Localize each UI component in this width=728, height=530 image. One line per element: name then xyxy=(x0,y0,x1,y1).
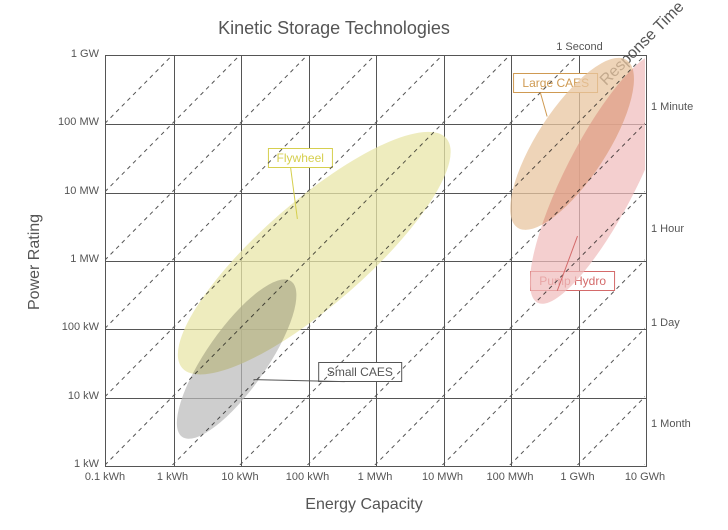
diagonal-tick: 1 Second xyxy=(550,41,610,53)
diagonal-tick: 1 Minute xyxy=(651,101,693,113)
callout-flywheel: Flywheel xyxy=(268,148,333,168)
y-tick: 10 kW xyxy=(39,390,99,402)
plot-area xyxy=(105,55,647,467)
x-tick: 1 GWh xyxy=(553,471,603,483)
grid-horizontal xyxy=(106,398,646,399)
x-tick: 1 MWh xyxy=(350,471,400,483)
x-tick: 10 kWh xyxy=(215,471,265,483)
x-axis-label: Energy Capacity xyxy=(0,496,728,514)
callout-large-caes: Large CAES xyxy=(513,73,598,93)
callout-pump-hydro: Pump Hydro xyxy=(530,271,615,291)
y-tick: 1 kW xyxy=(39,458,99,470)
grid-horizontal xyxy=(106,329,646,330)
callout-small-caes: Small CAES xyxy=(318,362,402,382)
y-tick: 1 GW xyxy=(39,48,99,60)
y-tick: 100 MW xyxy=(39,116,99,128)
x-tick: 1 kWh xyxy=(148,471,198,483)
diagonal-tick: 1 Month xyxy=(651,418,691,430)
chart-title: Kinetic Storage Technologies xyxy=(0,18,668,39)
diagonal-tick: 1 Day xyxy=(651,317,680,329)
x-tick: 10 MWh xyxy=(418,471,468,483)
y-tick: 10 MW xyxy=(39,185,99,197)
grid-horizontal xyxy=(106,193,646,194)
x-tick: 10 GWh xyxy=(620,471,670,483)
x-tick: 0.1 kWh xyxy=(80,471,130,483)
y-tick: 1 MW xyxy=(39,253,99,265)
x-tick: 100 kWh xyxy=(283,471,333,483)
grid-horizontal xyxy=(106,124,646,125)
chart-stage: Kinetic Storage Technologies Power Ratin… xyxy=(0,0,728,530)
grid-horizontal xyxy=(106,261,646,262)
y-tick: 100 kW xyxy=(39,321,99,333)
x-tick: 100 MWh xyxy=(485,471,535,483)
diagonal-tick: 1 Hour xyxy=(651,223,684,235)
